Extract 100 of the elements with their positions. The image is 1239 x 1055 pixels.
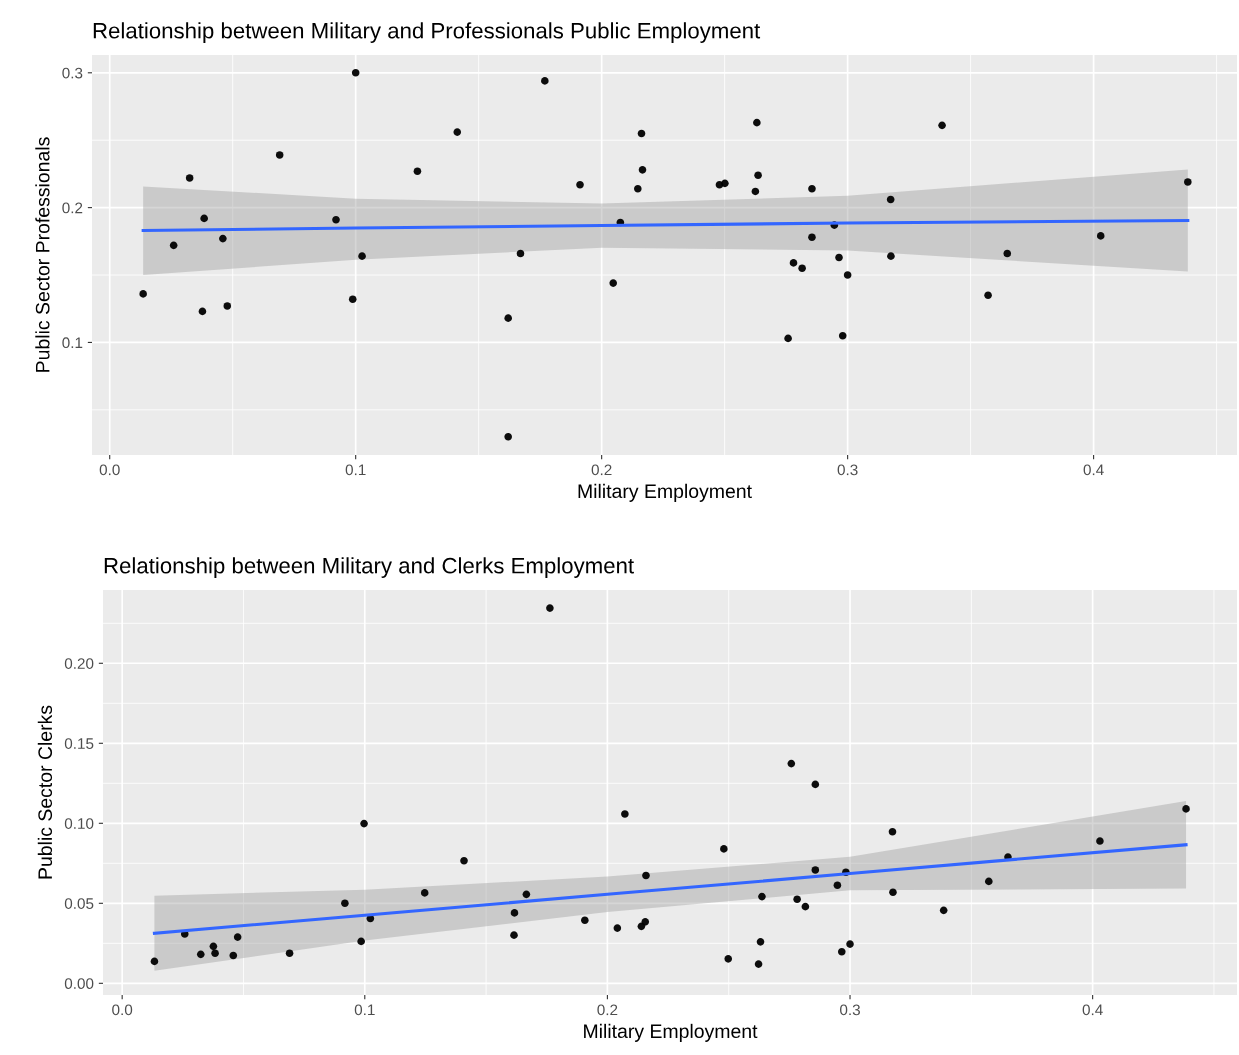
point xyxy=(413,167,422,176)
point xyxy=(789,259,798,267)
point xyxy=(1096,232,1105,240)
point xyxy=(837,947,846,956)
point xyxy=(938,121,946,130)
x-tick-label: 0.0 xyxy=(99,464,120,476)
point xyxy=(641,918,650,926)
point xyxy=(357,937,365,946)
y-tick-label: 0.10 xyxy=(64,818,94,829)
point xyxy=(754,171,762,180)
point xyxy=(1003,249,1012,258)
point xyxy=(801,902,810,911)
point xyxy=(200,214,208,223)
point xyxy=(720,845,728,853)
point xyxy=(638,166,647,174)
point xyxy=(843,271,852,279)
point xyxy=(751,187,760,196)
point xyxy=(510,931,518,939)
point xyxy=(209,942,218,951)
point xyxy=(642,871,650,880)
point xyxy=(275,151,284,159)
point xyxy=(185,174,194,182)
point xyxy=(150,957,159,966)
y-tick-label: 0.1 xyxy=(62,337,83,349)
point xyxy=(721,179,729,188)
point xyxy=(888,827,897,836)
x-tick-label: 0.3 xyxy=(837,464,858,476)
y-tick-label: 0.3 xyxy=(62,67,83,79)
point xyxy=(460,856,468,865)
point xyxy=(285,949,294,958)
point xyxy=(621,810,629,818)
point xyxy=(420,889,429,897)
point xyxy=(811,866,820,874)
point xyxy=(360,819,368,828)
x-tick-label: 0.2 xyxy=(597,1004,618,1016)
point xyxy=(332,215,340,224)
point xyxy=(754,960,763,968)
chart-title: Relationship between Military and Clerks Employment xyxy=(104,557,634,578)
point xyxy=(887,252,895,260)
x-tick-label: 0.1 xyxy=(345,464,366,476)
x-axis-title: Military Employment xyxy=(578,483,752,502)
point xyxy=(139,290,147,298)
point xyxy=(985,877,993,886)
y-tick-label: 0.00 xyxy=(64,978,94,990)
point xyxy=(787,759,796,768)
point xyxy=(541,77,549,85)
point xyxy=(724,955,733,963)
point xyxy=(889,888,897,897)
point xyxy=(753,118,761,127)
point xyxy=(1184,178,1192,186)
point xyxy=(756,938,765,946)
point xyxy=(453,128,462,136)
point xyxy=(784,334,792,343)
line-series xyxy=(141,219,1190,233)
point xyxy=(1096,837,1104,845)
point xyxy=(348,295,357,304)
x-tick-label: 0.1 xyxy=(354,1004,375,1016)
point xyxy=(198,307,207,316)
point xyxy=(793,895,801,904)
point xyxy=(838,331,847,340)
point xyxy=(1182,805,1190,813)
point xyxy=(808,233,816,242)
point xyxy=(634,184,642,193)
line-series xyxy=(152,843,1188,935)
point xyxy=(504,314,512,322)
point xyxy=(516,249,525,258)
y-tick-label: 0.05 xyxy=(64,898,94,909)
point xyxy=(223,302,232,310)
x-tick-label: 0.3 xyxy=(840,1004,860,1016)
point xyxy=(504,433,512,441)
point xyxy=(846,940,854,948)
point xyxy=(233,933,242,941)
point xyxy=(833,881,842,890)
y-axis-title: Public Sector Clerks xyxy=(37,705,53,879)
point xyxy=(510,909,519,917)
y-tick-label: 0.15 xyxy=(64,738,94,749)
point xyxy=(758,892,766,901)
y-tick-label: 0.20 xyxy=(64,658,94,669)
point xyxy=(637,129,646,138)
x-tick-label: 0.4 xyxy=(1082,1004,1103,1016)
point xyxy=(581,916,589,925)
point xyxy=(522,890,531,899)
point xyxy=(984,291,992,300)
point xyxy=(576,180,584,189)
point xyxy=(886,195,895,204)
point xyxy=(196,950,205,959)
y-tick-label: 0.2 xyxy=(62,202,83,214)
x-axis-title: Military Employment xyxy=(584,1023,758,1042)
point xyxy=(219,234,227,243)
point xyxy=(546,604,554,612)
point xyxy=(939,906,948,915)
point xyxy=(808,184,816,193)
point xyxy=(798,264,806,273)
y-axis-title: Public Sector Professionals xyxy=(35,137,50,372)
point xyxy=(351,68,360,77)
point xyxy=(211,949,219,958)
point xyxy=(835,253,843,262)
chart-title: Relationship between Military and Professionals Public Employment xyxy=(93,22,761,43)
x-tick-label: 0.0 xyxy=(112,1004,133,1016)
point xyxy=(811,780,820,789)
